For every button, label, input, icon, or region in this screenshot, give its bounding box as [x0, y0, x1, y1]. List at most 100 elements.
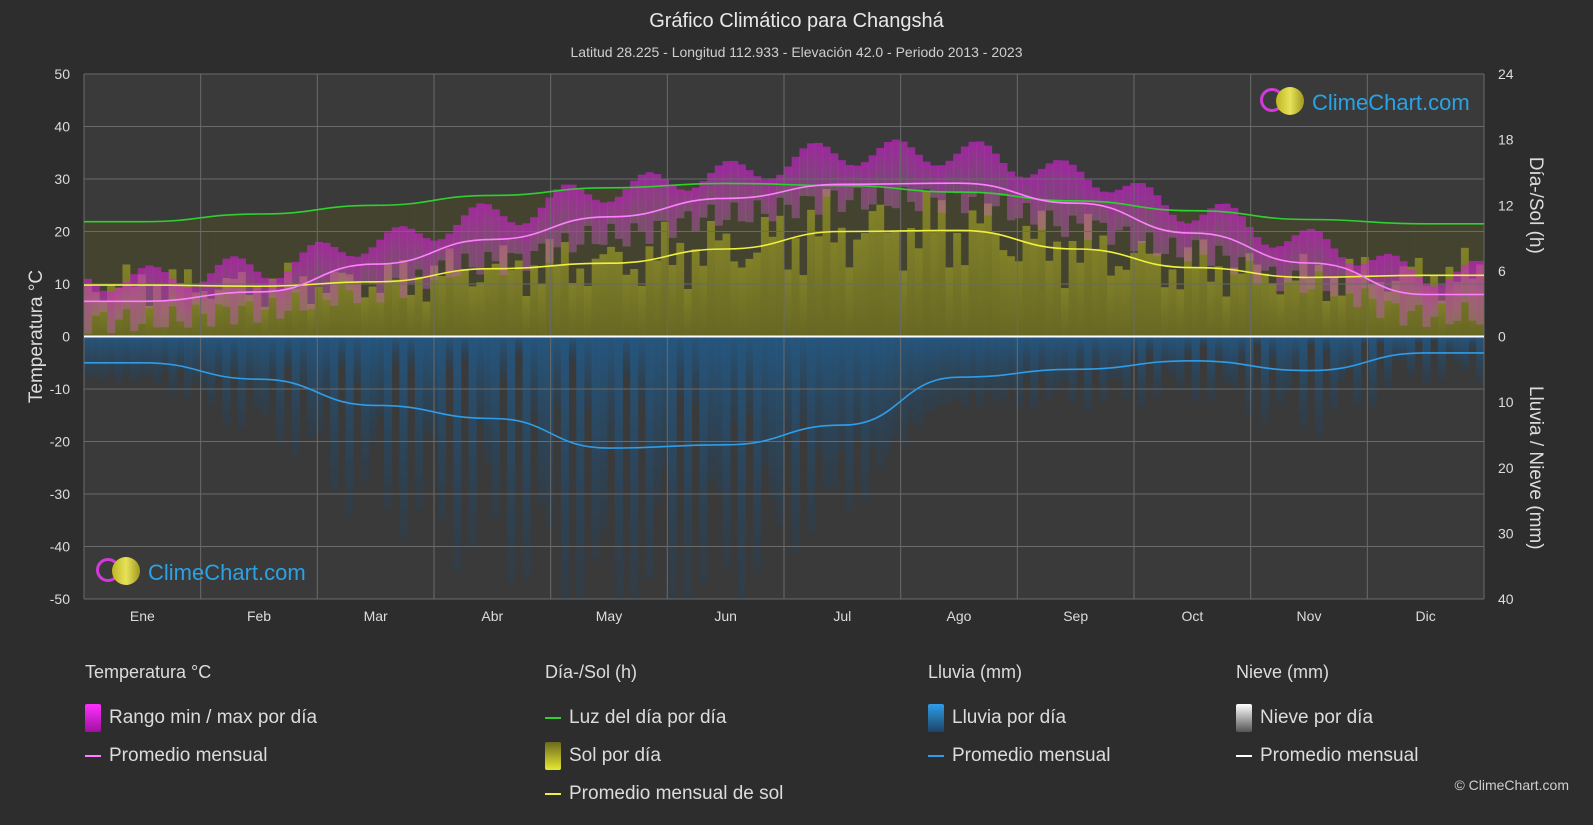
daylight-bar — [1060, 200, 1069, 337]
rain-bar — [414, 336, 423, 511]
rain-bar — [1460, 336, 1469, 371]
sunshine-bar — [699, 265, 708, 337]
temp-range-bar — [1276, 246, 1285, 292]
temp-range-bar — [153, 267, 162, 328]
sunshine-bar — [645, 246, 654, 337]
rain-bar — [99, 336, 108, 381]
sunshine-bar — [1245, 253, 1254, 337]
temp-range-bar — [191, 286, 200, 305]
rain-bar — [907, 336, 916, 422]
y-right-hours-axis-label: Día-/Sol (h) — [1525, 157, 1546, 254]
rain-bar — [1260, 336, 1269, 424]
temp-range-bar — [745, 170, 754, 223]
temp-range-bar — [1407, 269, 1416, 312]
sunshine-bar — [345, 274, 354, 337]
temp-range-bar — [222, 258, 231, 307]
rain-bar — [999, 336, 1008, 400]
rain-bar — [891, 336, 900, 439]
temp-range-bar — [1368, 259, 1377, 299]
sunshine-bar — [1076, 262, 1085, 337]
sunshine-bar — [822, 189, 831, 337]
rain-bar — [637, 336, 646, 404]
temp-range-bar — [1068, 164, 1077, 216]
sunshine-bar — [445, 248, 454, 337]
temp-range-bar — [822, 146, 831, 197]
daylight-bar — [99, 221, 108, 337]
rain-bar — [699, 336, 708, 584]
temp-range-bar — [1345, 263, 1354, 294]
sunshine-bar — [1068, 241, 1077, 337]
sunshine-bar — [1307, 278, 1316, 337]
temp-range-bar — [107, 291, 116, 334]
rain-bar — [237, 336, 246, 430]
legend-rain-header: Lluvia (mm) — [928, 662, 1023, 682]
temp-range-bar — [1076, 171, 1085, 224]
sunshine-bar — [1360, 257, 1369, 337]
sunshine-bar — [1137, 241, 1146, 337]
rain-bar — [1037, 336, 1046, 378]
daylight-bar — [1337, 220, 1346, 337]
sunshine-bar — [484, 268, 493, 337]
daylight-bar — [730, 183, 739, 337]
sunshine-bar — [522, 296, 531, 337]
temp-range-bar — [1307, 228, 1316, 290]
rain-bar — [422, 336, 431, 434]
daylight-bar — [107, 221, 116, 337]
temp-range-bar — [853, 165, 862, 188]
sunshine-bar — [314, 286, 323, 337]
temp-range-bar — [930, 165, 939, 198]
rain-bar — [868, 336, 877, 447]
rain-bar — [822, 336, 831, 490]
rain-bar — [630, 336, 639, 599]
rain-bar — [453, 336, 462, 572]
temp-range-bar — [237, 258, 246, 306]
sunshine-bar — [1107, 275, 1116, 337]
temp-range-bar — [230, 256, 239, 325]
temp-range-bar — [637, 174, 646, 231]
temp-range-bar — [1414, 277, 1423, 305]
rain-bar — [1237, 336, 1246, 360]
legend-daylight: Luz del día por día — [545, 699, 783, 737]
rain-bar — [1407, 336, 1416, 377]
rain-bar — [545, 336, 554, 527]
rain-swatch — [928, 704, 944, 732]
daylight-bar — [507, 194, 516, 337]
x-tick-label: Jun — [714, 608, 737, 624]
legend-temp-avg: Promedio mensual — [85, 737, 317, 775]
temp-range-bar — [476, 203, 485, 275]
rain-bar — [130, 336, 139, 382]
sunshine-bar — [1299, 253, 1308, 337]
temp-range-bar — [1422, 284, 1431, 327]
y-left-tick-label: 30 — [54, 171, 70, 187]
temp-range-bar — [776, 174, 785, 198]
rain-bar — [214, 336, 223, 378]
rain-bar — [353, 336, 362, 383]
y-left-tick-label: 50 — [54, 66, 70, 82]
y-left-tick-label: 20 — [54, 224, 70, 240]
temp-range-bar — [353, 256, 362, 304]
rain-bar — [899, 336, 908, 447]
temp-range-bar — [491, 209, 500, 262]
rain-bar — [330, 336, 339, 492]
y-right-rain-axis-label: Lluvia / Nieve (mm) — [1525, 386, 1546, 550]
sunshine-bar — [1322, 301, 1331, 337]
temp-range-bar — [868, 155, 877, 205]
climechart-logo-icon — [1260, 87, 1306, 118]
sunshine-bar — [1153, 253, 1162, 337]
legend-snow-daily: Nieve por día — [1236, 699, 1418, 737]
rain-bar — [114, 336, 123, 383]
rain-bar — [1007, 336, 1016, 390]
daylight-swatch — [545, 717, 561, 719]
sunshine-bar — [1391, 280, 1400, 337]
rain-bar — [1307, 336, 1316, 346]
sunshine-avg-line — [84, 229, 1484, 288]
daylight-bar — [1107, 202, 1116, 337]
rain-bar — [1384, 336, 1393, 388]
temp-avg-swatch — [85, 755, 101, 757]
daylight-line — [83, 182, 1484, 225]
rain-bar — [1022, 336, 1031, 379]
y-right-hours-tick-label: 6 — [1498, 263, 1506, 279]
legend-rain: Lluvia (mm) Lluvia por día Promedio mens… — [928, 662, 1110, 775]
temp-range-bar — [299, 252, 308, 311]
